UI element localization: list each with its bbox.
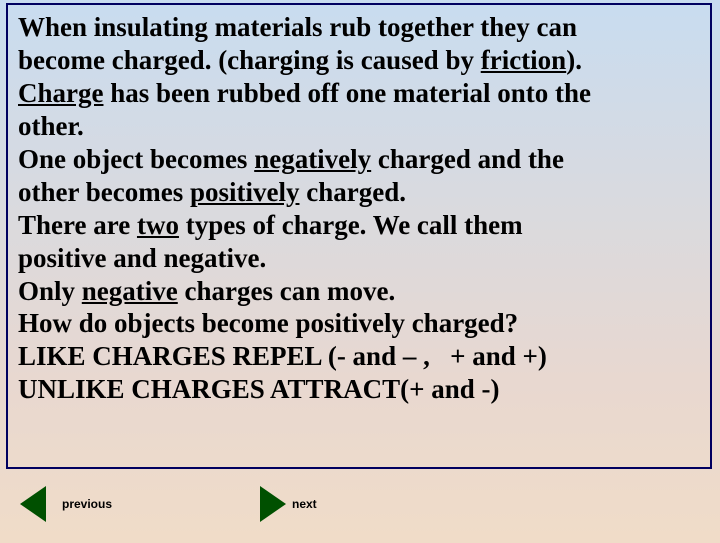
text-line: charges can move. xyxy=(178,276,395,306)
content-box: When insulating materials rub together t… xyxy=(6,3,712,469)
nav-next-label: next xyxy=(292,497,317,511)
text-line: When insulating materials rub together t… xyxy=(18,12,577,42)
blank-two: two xyxy=(137,210,179,240)
blank-charge: Charge xyxy=(18,78,103,108)
main-text: When insulating materials rub together t… xyxy=(18,11,700,406)
nav-previous-label: previous xyxy=(62,497,112,511)
text-line: UNLIKE CHARGES ATTRACT(+ and -) xyxy=(18,374,499,404)
blank-negatively: negatively xyxy=(254,144,371,174)
blank-positively: positively xyxy=(190,177,300,207)
nav-previous[interactable]: previous xyxy=(20,486,118,522)
arrow-right-icon xyxy=(260,486,286,522)
nav-next[interactable]: next xyxy=(260,486,323,522)
text-line: Only xyxy=(18,276,82,306)
text-line: has been rubbed off one material onto th… xyxy=(103,78,591,108)
text-line: charged and the xyxy=(371,144,564,174)
text-line: One object becomes xyxy=(18,144,254,174)
arrow-left-icon xyxy=(20,486,46,522)
text-line: positive and negative. xyxy=(18,243,266,273)
text-line: types of charge. We call them xyxy=(179,210,523,240)
text-line: There are xyxy=(18,210,137,240)
text-line: LIKE CHARGES REPEL (- and – , + and +) xyxy=(18,341,547,371)
text-line: other becomes xyxy=(18,177,190,207)
blank-negative: negative xyxy=(82,276,178,306)
text-line: How do objects become positively charged… xyxy=(18,308,518,338)
text-line: become charged. (charging is caused by xyxy=(18,45,481,75)
blank-friction: friction xyxy=(481,45,566,75)
text-line: charged. xyxy=(299,177,405,207)
text-line: ). xyxy=(566,45,582,75)
text-line: other. xyxy=(18,111,84,141)
